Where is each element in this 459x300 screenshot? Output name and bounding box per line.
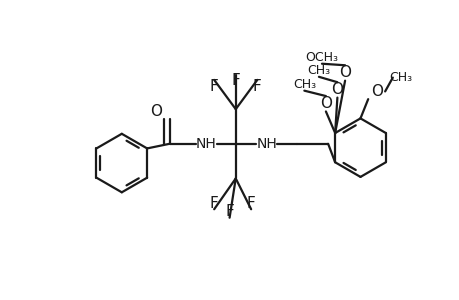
Text: F: F (231, 73, 240, 88)
Text: F: F (209, 79, 218, 94)
Text: F: F (252, 79, 261, 94)
Text: O: O (319, 96, 331, 111)
Text: NH: NH (196, 137, 216, 151)
Text: CH₃: CH₃ (292, 78, 315, 91)
Text: F: F (209, 196, 218, 211)
Text: F: F (225, 204, 234, 219)
Text: NH: NH (256, 137, 276, 151)
Text: F: F (246, 196, 255, 211)
Text: O: O (338, 65, 350, 80)
Text: O: O (370, 84, 383, 99)
Text: O: O (330, 82, 343, 98)
Text: CH₃: CH₃ (388, 71, 411, 84)
Text: CH₃: CH₃ (307, 64, 330, 77)
Text: O: O (149, 104, 161, 119)
Text: OCH₃: OCH₃ (305, 51, 338, 64)
